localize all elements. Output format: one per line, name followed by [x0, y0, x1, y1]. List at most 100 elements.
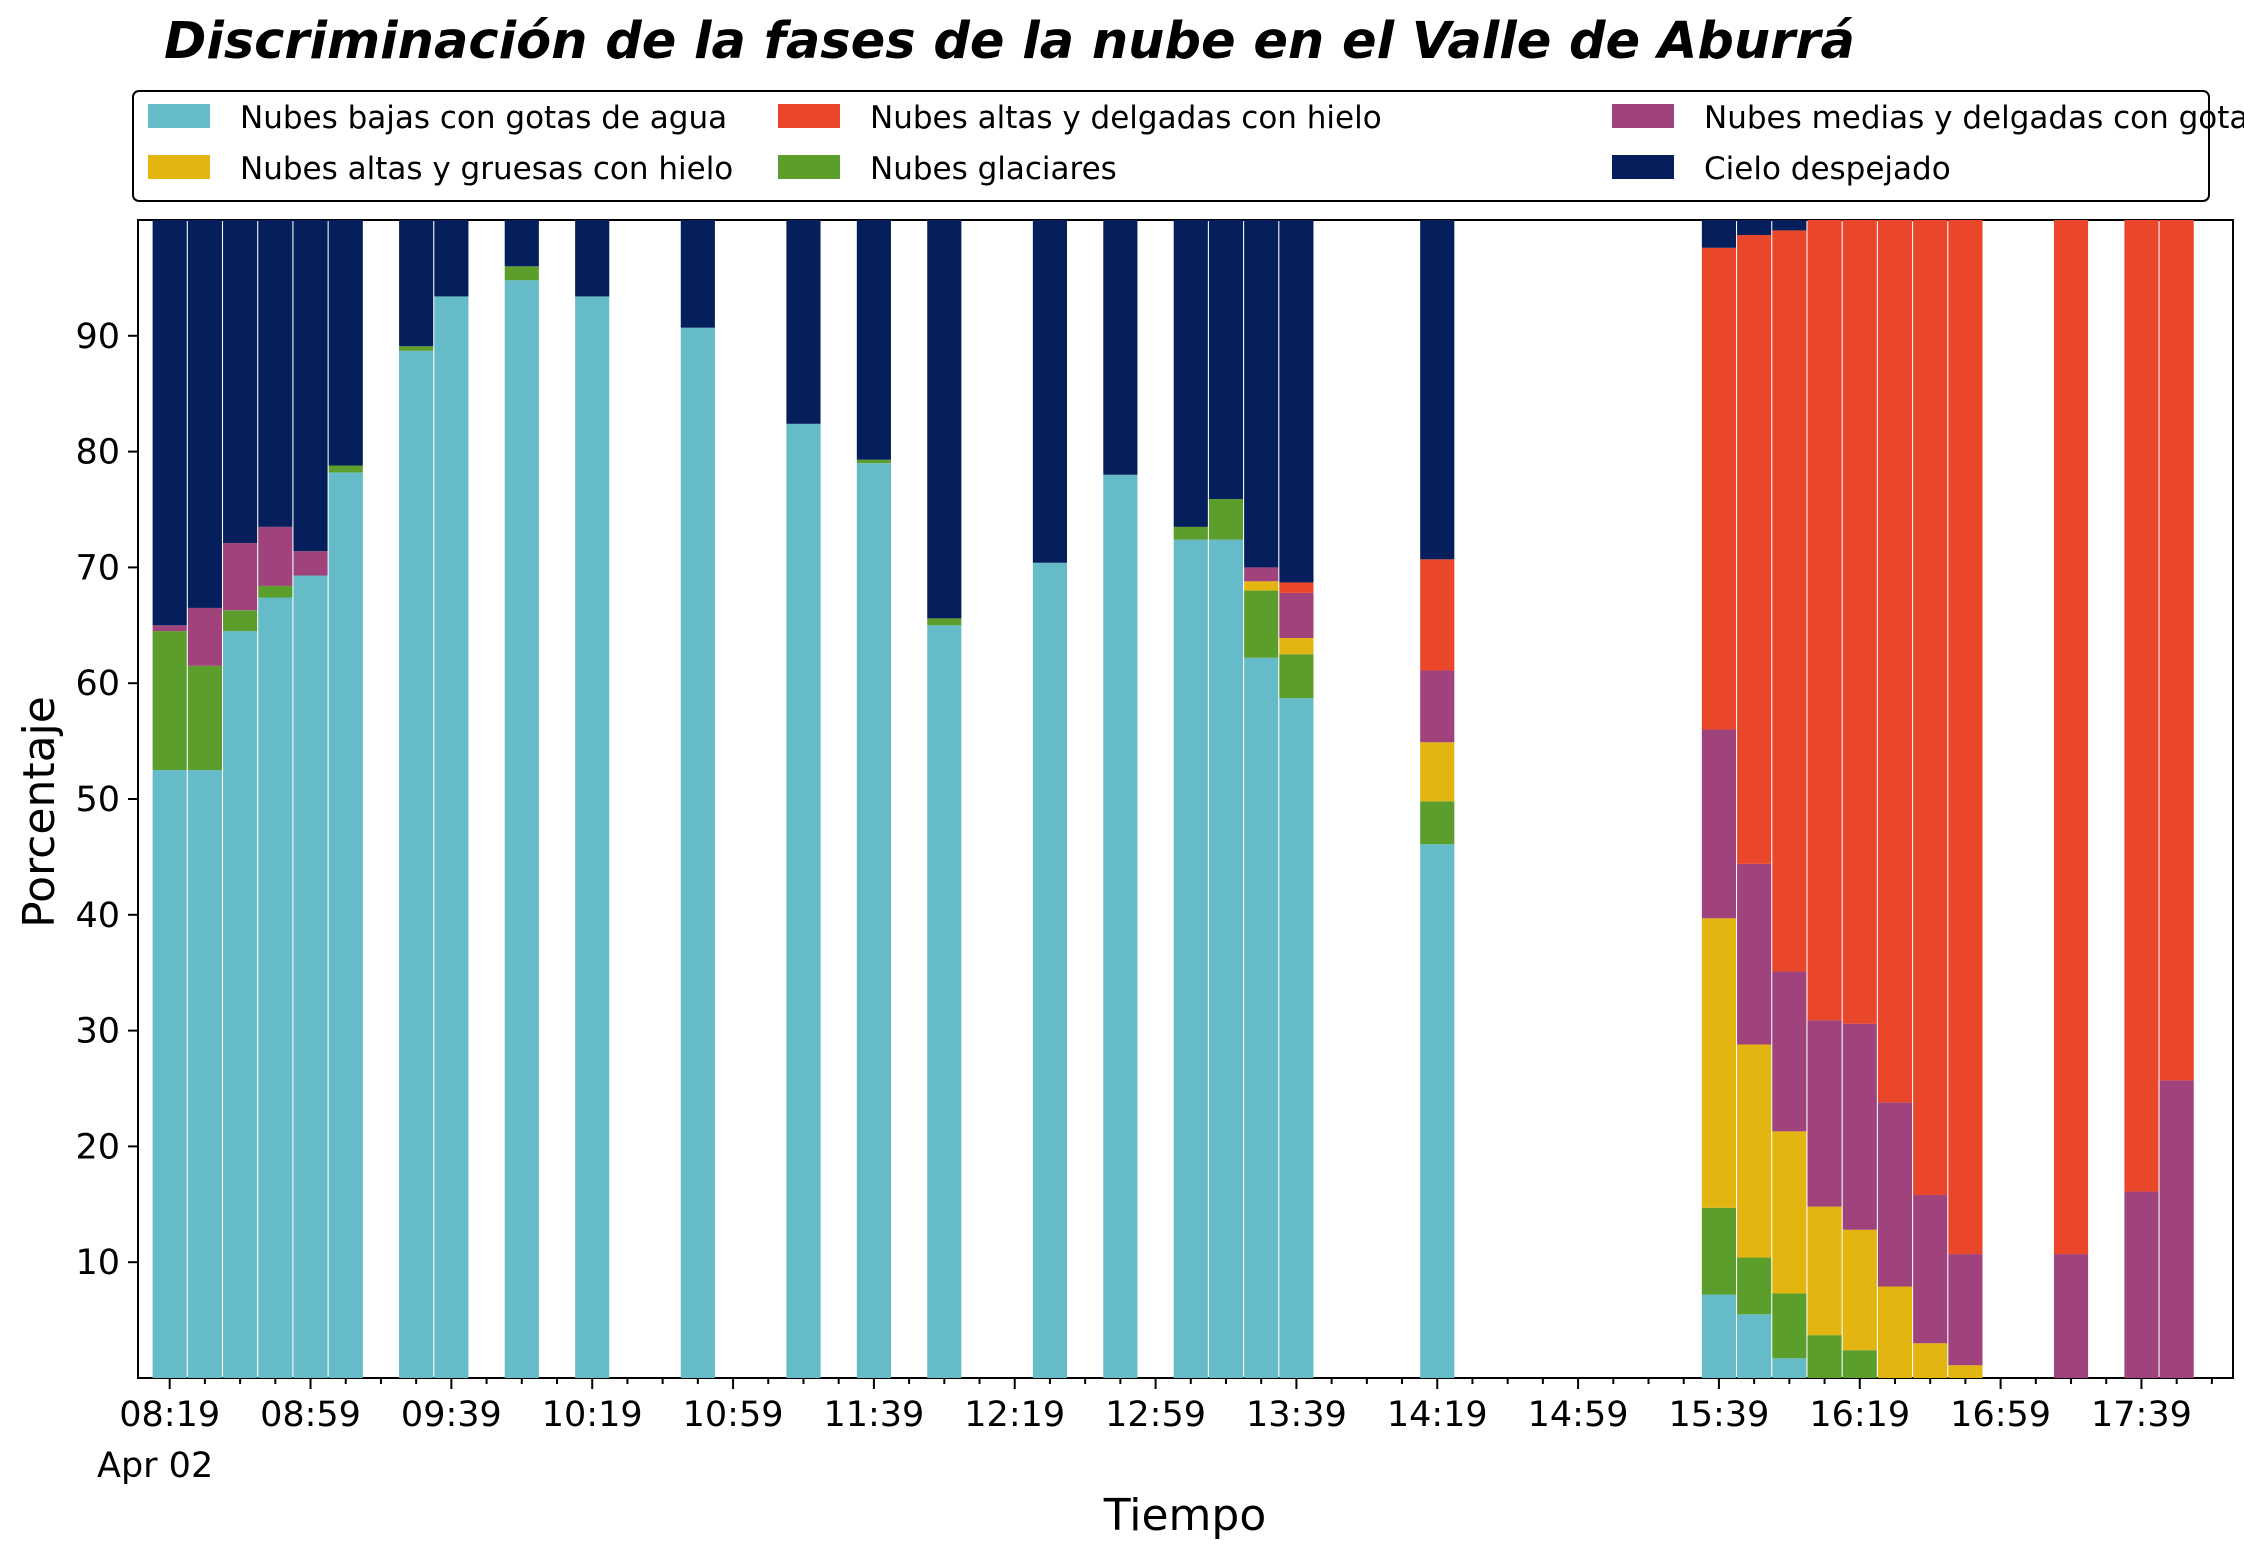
bar-segment-14-0 [1032, 562, 1068, 1378]
bar-segment-8-0 [504, 280, 539, 1378]
y-tick-label: 30 [75, 1012, 120, 1052]
bar-segment-3-5 [258, 220, 293, 527]
bar-segment-19-1 [1279, 654, 1314, 699]
bar-segment-4-3 [293, 551, 328, 576]
bar-segment-21-1 [1701, 1207, 1737, 1295]
bar-segment-1-1 [187, 665, 222, 771]
legend-label: Cielo despejado [1704, 151, 1951, 187]
bar-segment-21-4 [1701, 247, 1737, 730]
bar-segment-0-3 [152, 625, 187, 632]
bar-segment-21-0 [1701, 1294, 1737, 1378]
bar-segment-12-5 [856, 220, 891, 460]
bar-segment-29-4 [2053, 220, 2089, 1255]
bar-segment-6-5 [399, 220, 434, 347]
bar-segment-23-4 [1772, 230, 1807, 972]
bar-segment-0-1 [152, 631, 187, 771]
bar-segment-28-4 [1948, 220, 1983, 1255]
bar-segment-22-1 [1737, 1257, 1772, 1315]
bar-segment-9-0 [575, 296, 610, 1379]
x-tick-label: 14:19 [1387, 1395, 1488, 1435]
bar-segment-18-0 [1244, 657, 1279, 1378]
chart-title: Discriminación de la fases de la nube en… [164, 12, 1855, 71]
bar-segment-13-1 [927, 618, 962, 626]
x-tick-label: 08:19 [119, 1395, 220, 1435]
bar-segment-5-0 [328, 472, 363, 1379]
bar-segment-22-4 [1737, 235, 1772, 864]
legend-frame [132, 90, 2210, 202]
bar-segment-30-4 [2124, 220, 2159, 1192]
legend-swatch [778, 104, 840, 128]
y-tick-label: 90 [75, 317, 120, 357]
x-tick-label: 10:19 [542, 1395, 643, 1435]
bars-group [152, 220, 2194, 1379]
bar-segment-18-1 [1244, 590, 1279, 658]
legend: Nubes bajas con gotas de agua Nubes altas… [132, 90, 2244, 202]
y-tick-label: 70 [75, 548, 120, 588]
x-tick-label: 13:39 [1246, 1395, 1347, 1435]
bar-segment-21-2 [1701, 918, 1737, 1208]
bar-segment-0-5 [152, 220, 187, 626]
x-tick-label: 14:59 [1528, 1395, 1629, 1435]
bar-segment-15-5 [1103, 220, 1138, 475]
bar-segment-8-5 [504, 220, 539, 267]
bar-segment-1-0 [187, 770, 222, 1378]
legend-swatch [148, 104, 210, 128]
bar-segment-26-3 [1877, 1102, 1913, 1287]
x-tick-label: 11:39 [823, 1395, 924, 1435]
bar-segment-5-5 [328, 220, 363, 466]
bar-segment-7-0 [434, 296, 469, 1379]
bar-segment-12-0 [856, 463, 891, 1378]
bar-segment-19-3 [1279, 592, 1314, 639]
bar-segment-27-4 [1913, 220, 1948, 1196]
bar-segment-20-5 [1420, 220, 1455, 560]
bar-segment-12-1 [856, 459, 891, 464]
legend-label: Nubes medias y delgadas con gotas de agu… [1704, 100, 2244, 136]
bar-segment-3-0 [258, 597, 293, 1378]
bar-segment-24-1 [1807, 1335, 1842, 1378]
bar-segment-0-0 [152, 770, 187, 1378]
x-tick-label: 09:39 [401, 1395, 502, 1435]
bar-segment-17-1 [1208, 499, 1244, 540]
bar-segment-24-4 [1807, 220, 1842, 1021]
bar-segment-28-2 [1948, 1365, 1983, 1378]
x-tick-label: 10:59 [683, 1395, 784, 1435]
bar-segment-26-2 [1877, 1286, 1913, 1378]
bar-segment-20-0 [1420, 844, 1455, 1378]
bar-segment-19-2 [1279, 638, 1314, 655]
y-tick-label: 60 [75, 664, 120, 704]
bar-segment-1-5 [187, 220, 222, 608]
legend-label: Nubes altas y gruesas con hielo [240, 151, 733, 187]
bar-segment-25-2 [1842, 1229, 1877, 1351]
bar-segment-2-5 [223, 220, 258, 544]
bar-segment-16-1 [1173, 526, 1208, 540]
y-tick-label: 50 [75, 780, 120, 820]
bar-segment-23-0 [1772, 1358, 1807, 1378]
y-tick-label: 40 [75, 896, 120, 936]
bar-segment-1-3 [187, 607, 222, 666]
bar-segment-23-1 [1772, 1293, 1807, 1359]
legend-label: Nubes glaciares [870, 151, 1117, 187]
bar-segment-23-2 [1772, 1131, 1807, 1294]
bar-segment-17-5 [1208, 220, 1244, 500]
x-tick-label: 08:59 [260, 1395, 361, 1435]
legend-swatch [1612, 155, 1674, 179]
y-axis: 10 20 30 40 50 60 70 80 90 [75, 317, 138, 1283]
bar-segment-27-2 [1913, 1343, 1948, 1378]
bar-segment-18-3 [1244, 567, 1279, 582]
legend-swatch [778, 155, 840, 179]
bar-segment-14-5 [1032, 220, 1068, 563]
bar-segment-21-5 [1701, 220, 1737, 248]
bar-segment-29-3 [2053, 1254, 2089, 1378]
bar-segment-11-0 [786, 423, 821, 1379]
legend-swatch [1612, 104, 1674, 128]
legend-swatch [148, 155, 210, 179]
bar-segment-19-4 [1279, 582, 1314, 593]
bar-segment-16-0 [1173, 539, 1208, 1378]
bar-segment-13-0 [927, 625, 962, 1378]
bar-segment-20-3 [1420, 670, 1455, 743]
bar-segment-10-5 [680, 220, 715, 328]
bar-segment-21-3 [1701, 729, 1737, 919]
x-tick-label: 16:59 [1950, 1395, 2051, 1435]
bar-segment-31-3 [2159, 1080, 2194, 1378]
